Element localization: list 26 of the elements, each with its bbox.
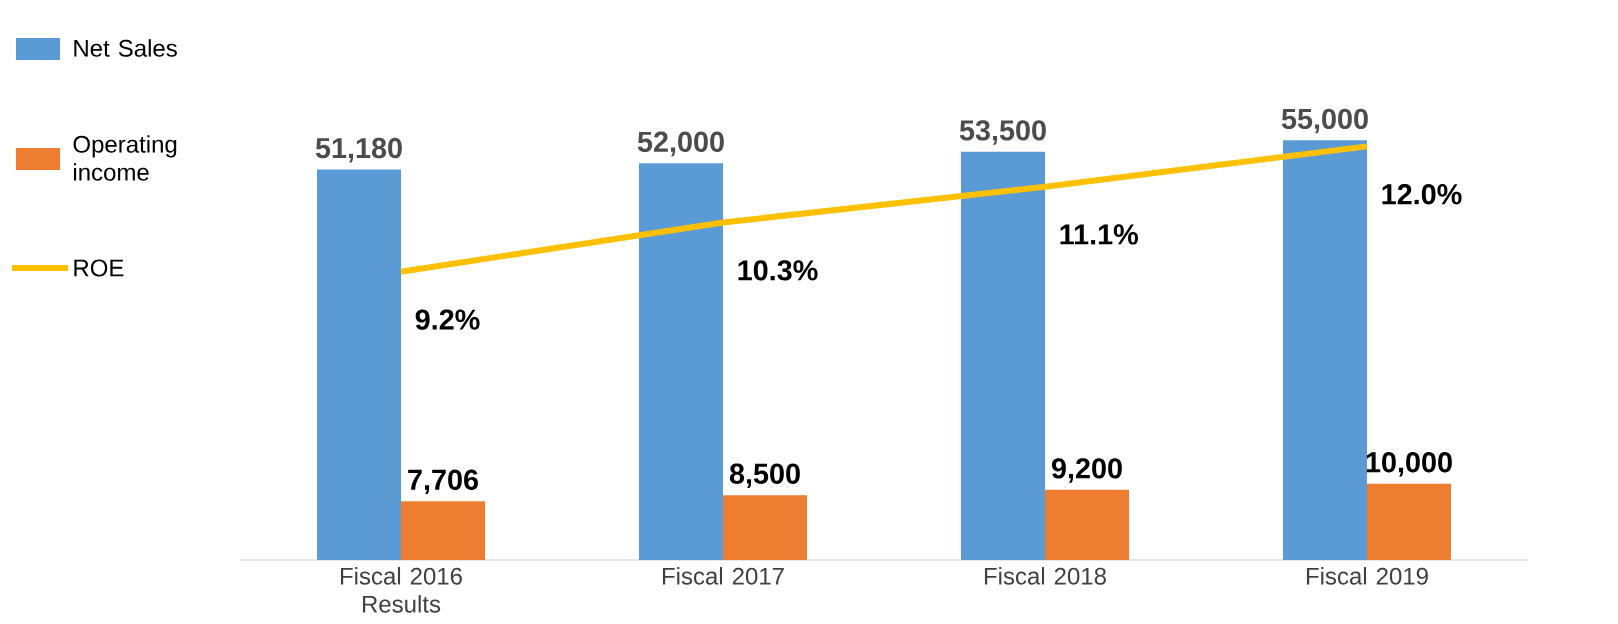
data-label: 8,500 xyxy=(729,463,800,489)
bar xyxy=(1045,489,1129,560)
data-label: 10.3% xyxy=(738,260,818,281)
bar xyxy=(401,501,486,560)
legend-label: Operating income xyxy=(73,135,177,181)
legend-label: Net Sales xyxy=(74,39,177,57)
data-label: 53,500 xyxy=(959,120,1046,145)
x-tick-label: Fiscal 2018 xyxy=(984,567,1106,585)
data-label: 7,706 xyxy=(408,469,478,495)
data-label: 55,000 xyxy=(1281,108,1368,134)
x-tick-label: Fiscal 2019 xyxy=(1306,567,1428,585)
legend-label: ROE xyxy=(74,259,124,277)
bar xyxy=(961,151,1045,560)
x-tick-label: Fiscal 2016 Results xyxy=(340,567,462,613)
bar xyxy=(723,495,807,560)
bar xyxy=(1283,140,1367,560)
data-label: 9,200 xyxy=(1051,458,1122,483)
data-label: 9.2% xyxy=(415,309,480,330)
data-label: 52,000 xyxy=(637,131,724,157)
data-label: 12.0% xyxy=(1382,184,1462,205)
data-label: 51,180 xyxy=(315,137,402,163)
bar xyxy=(1367,483,1451,560)
bar xyxy=(317,169,402,560)
x-tick-label: Fiscal 2017 xyxy=(662,567,784,585)
bar xyxy=(639,163,723,560)
data-label: 11.1% xyxy=(1060,224,1138,245)
